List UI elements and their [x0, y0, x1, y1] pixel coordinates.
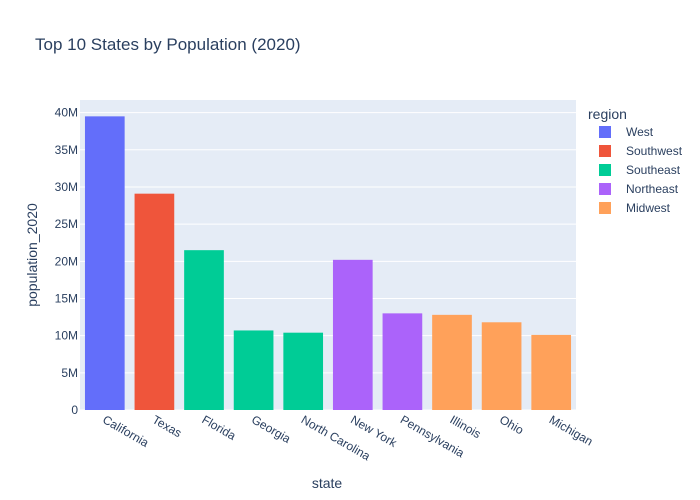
legend-label: Northeast [626, 182, 679, 196]
y-tick-label: 30M [55, 180, 78, 194]
y-axis-title: population_2020 [24, 203, 40, 307]
y-tick-label: 40M [55, 106, 78, 120]
legend-label: Southeast [626, 163, 681, 177]
bar [432, 314, 472, 410]
y-tick-label: 35M [55, 143, 78, 157]
bar [184, 250, 224, 410]
bar [283, 332, 324, 410]
y-tick-label: 20M [55, 254, 78, 268]
legend-label: West [626, 125, 654, 139]
x-axis-title: state [312, 475, 343, 491]
bar [134, 193, 175, 410]
y-axis-ticks: 0 5M 10M 15M 20M 25M 30M 35M 40M [55, 106, 79, 417]
y-tick-label: 5M [61, 366, 78, 380]
legend-swatch [599, 202, 611, 214]
legend-swatch [599, 164, 611, 176]
bars [84, 116, 572, 410]
bar [481, 322, 522, 410]
bar [84, 116, 125, 410]
y-tick-label: 10M [55, 329, 78, 343]
y-tick-label: 15M [55, 291, 78, 305]
legend-swatch [599, 145, 611, 157]
legend-items: West Southwest Southeast Northeast Midwest [599, 125, 683, 215]
legend-swatch [599, 126, 611, 138]
bar [531, 334, 572, 410]
bar [332, 259, 373, 410]
y-tick-label: 0 [71, 403, 78, 417]
legend-title: region [588, 106, 627, 122]
legend-label: Midwest [626, 201, 671, 215]
bar [233, 330, 274, 410]
y-tick-label: 25M [55, 217, 78, 231]
legend-label: Southwest [626, 144, 683, 158]
legend-swatch [599, 183, 611, 195]
legend: region West Southwest Southeast Northeast Mi… [588, 106, 683, 215]
chart-title: Top 10 States by Population (2020) [35, 35, 301, 54]
bar [382, 313, 423, 410]
